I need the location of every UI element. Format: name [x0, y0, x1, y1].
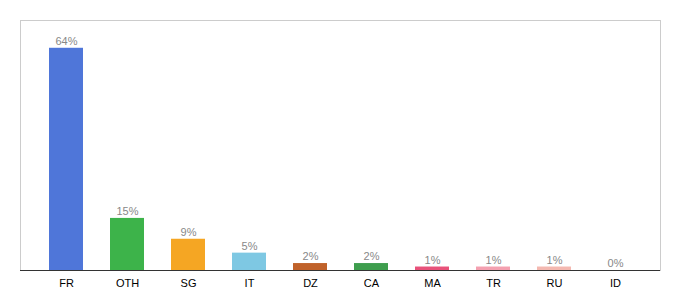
svg-text:OTH: OTH	[116, 277, 139, 289]
svg-text:IT: IT	[245, 277, 255, 289]
svg-text:64%: 64%	[55, 35, 77, 47]
svg-text:RU: RU	[547, 277, 563, 289]
svg-text:0%: 0%	[608, 257, 624, 269]
svg-text:2%: 2%	[303, 250, 319, 262]
svg-text:TR: TR	[486, 277, 501, 289]
svg-text:DZ: DZ	[303, 277, 318, 289]
svg-text:ID: ID	[610, 277, 621, 289]
svg-text:1%: 1%	[425, 254, 441, 266]
svg-text:1%: 1%	[486, 254, 502, 266]
svg-text:5%: 5%	[242, 240, 258, 252]
svg-text:15%: 15%	[116, 205, 138, 217]
svg-text:1%: 1%	[547, 254, 563, 266]
svg-text:CA: CA	[364, 277, 380, 289]
svg-text:MA: MA	[424, 277, 441, 289]
svg-text:9%: 9%	[181, 226, 197, 238]
svg-text:2%: 2%	[364, 250, 380, 262]
svg-text:SG: SG	[181, 277, 197, 289]
svg-text:FR: FR	[59, 277, 74, 289]
